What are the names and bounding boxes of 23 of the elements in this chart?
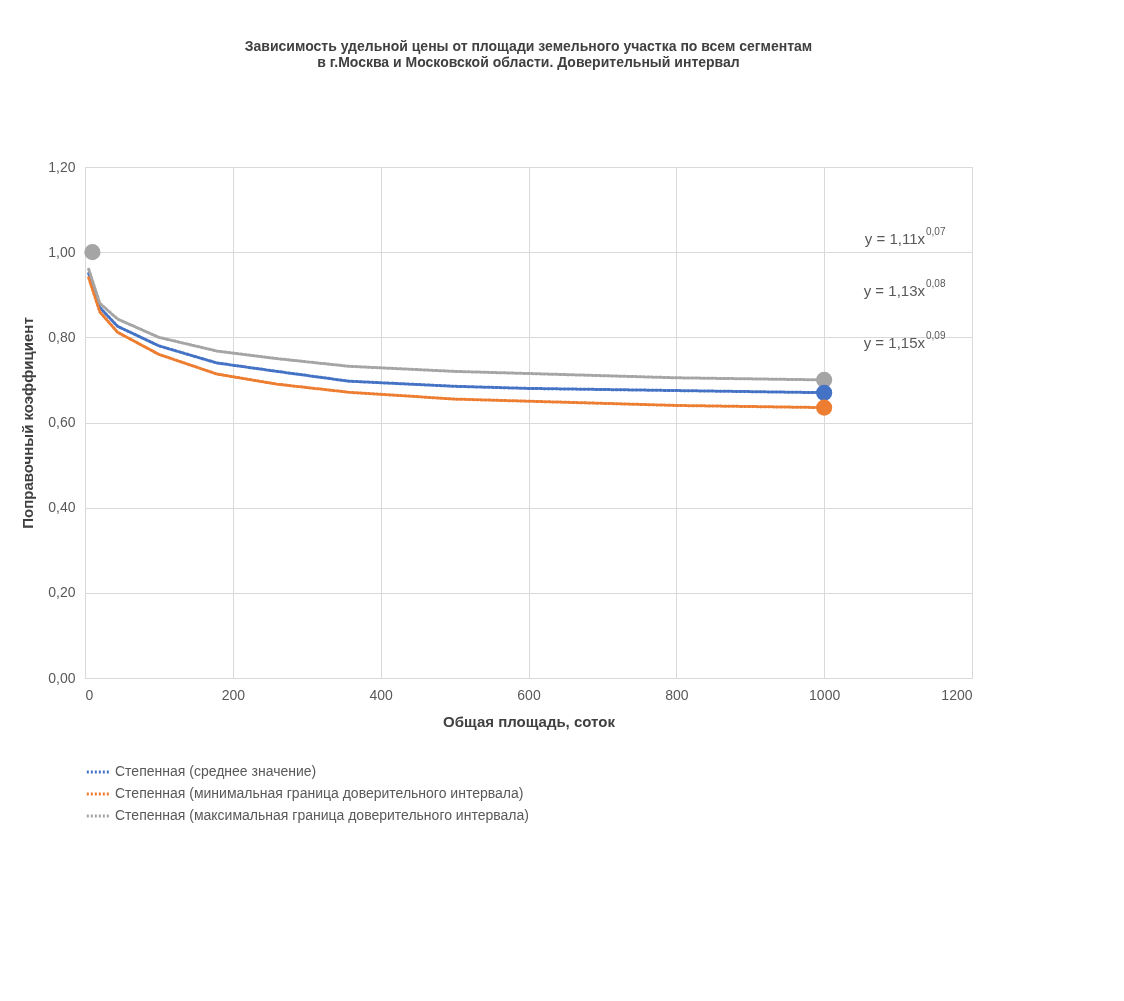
y-tick-label: 1,00 bbox=[48, 243, 76, 260]
x-tick-label: 1000 bbox=[809, 686, 841, 703]
legend-label: Степенная (минимальная граница доверительного интервала) bbox=[115, 785, 524, 801]
x-tick-label: 0 bbox=[85, 686, 94, 703]
x-tick-label: 400 bbox=[369, 686, 394, 703]
y-tick-label: 0,60 bbox=[48, 414, 76, 430]
x-tick-label: 1200 bbox=[941, 686, 973, 703]
y-tick-label: 0,80 bbox=[48, 328, 76, 345]
point bbox=[84, 244, 101, 261]
y-tick-label: 0,20 bbox=[48, 584, 76, 601]
point bbox=[816, 399, 833, 416]
y-tick-label: 1,20 bbox=[48, 158, 76, 175]
point bbox=[816, 384, 833, 401]
x-axis-title: Общая площадь, соток bbox=[443, 712, 616, 730]
chart-title: Зависимость удельной цены от площади земельного участка по всем сегментам в г.Москва и Московской области. Доверительный интервал bbox=[244, 38, 813, 70]
y-tick-label: 0,00 bbox=[48, 669, 76, 686]
x-tick-label: 200 bbox=[221, 686, 246, 703]
x-tick-label: 600 bbox=[517, 686, 541, 703]
y-axis-title: Поправочный коэффициент bbox=[19, 317, 37, 529]
legend-label: Степенная (максимальная граница доверительного интервала) bbox=[115, 807, 529, 823]
y-tick-label: 0,40 bbox=[48, 499, 76, 516]
x-tick-label: 800 bbox=[665, 686, 689, 703]
legend-label: Степенная (среднее значение) bbox=[115, 763, 317, 779]
